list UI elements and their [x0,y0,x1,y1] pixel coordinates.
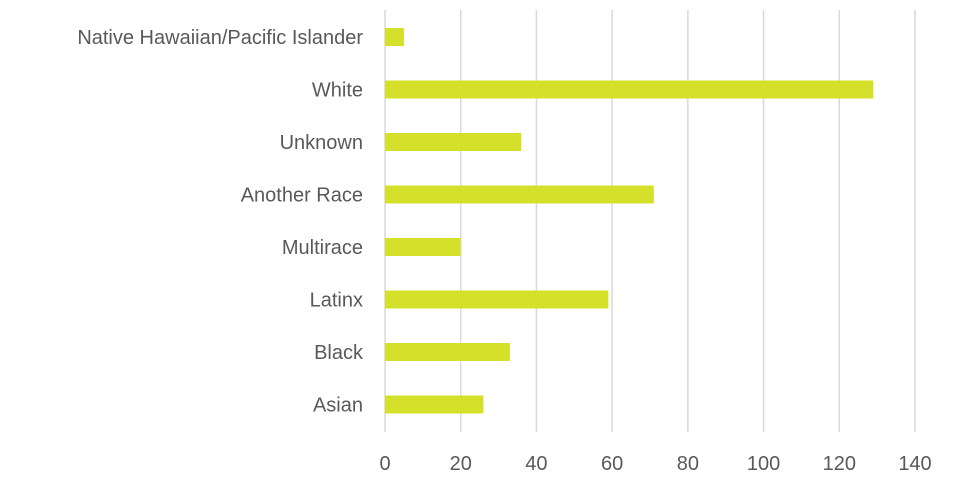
category-label: Latinx [310,290,363,312]
category-label: Unknown [280,132,363,154]
x-tick-label: 20 [450,453,472,472]
x-tick-label: 100 [747,453,780,472]
gridlines [384,10,916,432]
x-tick-label: 140 [898,453,931,472]
bars [385,28,874,414]
category-label: White [312,80,363,102]
bar-black [385,343,510,361]
category-label: Another Race [241,185,363,207]
category-label: Black [314,342,364,364]
category-label: Native Hawaiian/Pacific Islander [77,27,363,49]
bar-native-hawaiian-pacific-islander [385,28,404,46]
x-tick-label: 120 [823,453,856,472]
bar-latinx [385,290,609,309]
bar-unknown [385,133,522,151]
bar-white [385,80,874,99]
category-labels: Native Hawaiian/Pacific Islander White Unk… [77,27,364,417]
bar-asian [385,395,484,414]
x-tick-label: 60 [601,453,623,472]
category-label: Multirace [282,237,363,259]
x-tick-label: 80 [677,453,699,472]
x-tick-label: 0 [379,453,390,472]
bar-multirace [385,238,461,256]
category-label: Asian [313,395,363,417]
bar-another-race [385,185,654,204]
x-tick-label: 40 [525,453,547,472]
x-tick-labels: 0 20 40 60 80 100 120 140 [379,453,931,475]
